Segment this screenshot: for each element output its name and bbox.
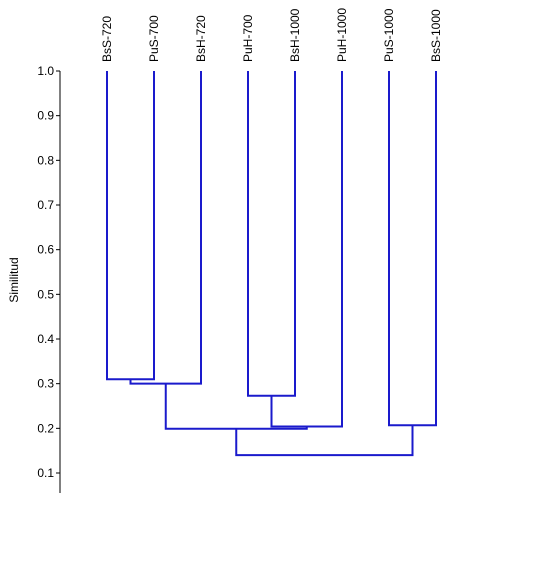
dendrogram-link xyxy=(106,71,155,381)
y-tick-label: 1.0 xyxy=(37,64,54,78)
y-tick-label: 0.8 xyxy=(37,153,54,167)
leaf-label: BsH-720 xyxy=(194,15,208,62)
y-tick-label: 0.1 xyxy=(37,466,54,480)
leaf-label: PuH-1000 xyxy=(335,8,349,62)
dendrogram-link xyxy=(129,71,202,385)
y-axis: 1.0 0.9 0.8 0.7 0.6 0.5 0.4 0.3 0.2 0.1 xyxy=(37,64,61,493)
dendrogram-link xyxy=(247,71,296,397)
leaf-label: PuS-700 xyxy=(147,15,161,62)
y-tick-label: 0.4 xyxy=(37,332,54,346)
dendrogram-link xyxy=(270,71,343,428)
leaf-label: PuH-700 xyxy=(241,14,255,62)
y-tick-label: 0.5 xyxy=(37,287,54,301)
dendrogram-link xyxy=(164,383,308,430)
dendrogram-link xyxy=(235,425,414,457)
leaf-labels: BsS-720 PuS-700 BsH-720 PuH-700 BsH-1000 PuH-… xyxy=(100,8,443,62)
dendrogram-link xyxy=(388,71,437,427)
leaf-label: PuS-1000 xyxy=(382,8,396,62)
leaf-label: BsS-720 xyxy=(100,16,114,62)
y-tick-label: 0.7 xyxy=(37,198,54,212)
y-tick-label: 0.3 xyxy=(37,377,54,391)
leaf-label: BsS-1000 xyxy=(429,9,443,62)
y-tick-label: 0.6 xyxy=(37,243,54,257)
y-axis-title: Similitud xyxy=(7,257,21,302)
leaf-label: BsH-1000 xyxy=(288,8,302,62)
y-tick-label: 0.2 xyxy=(37,421,54,435)
dendrogram-tree xyxy=(106,71,437,457)
y-tick-label: 0.9 xyxy=(37,109,54,123)
